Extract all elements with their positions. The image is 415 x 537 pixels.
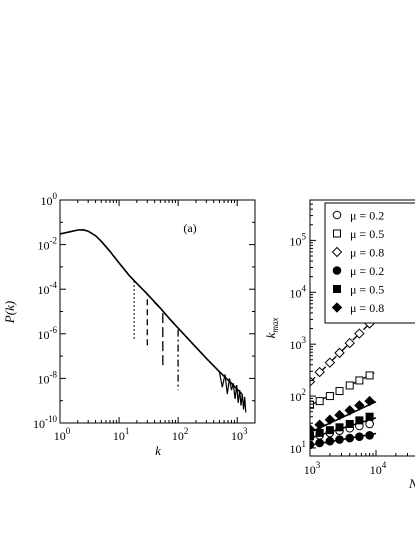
- b-legend-label: μ = 0.5: [350, 283, 384, 297]
- b-legend-label: μ = 0.8: [350, 246, 384, 260]
- a-x-tick-label: 100: [54, 426, 71, 443]
- b-legend-marker-diamond-open: [331, 246, 343, 258]
- b-point-diamond-filled: [324, 414, 336, 425]
- b-legend-label: μ = 0.2: [350, 264, 384, 278]
- b-point-diamond-filled: [344, 405, 355, 416]
- b-point-diamond-open: [354, 328, 365, 339]
- b-point-diamond-open: [344, 337, 355, 349]
- a-x-tick-label: 103: [231, 426, 248, 443]
- a-series-tail: [218, 371, 247, 413]
- b-legend-marker-diamond-filled: [331, 302, 343, 313]
- b-point-diamond-filled: [334, 409, 345, 421]
- panel-b-legend: μ = 0.2 μ = 0.5 μ = 0.8 μ = 0.2 μ = 0.5 μ = 0…: [324, 202, 415, 324]
- b-y-tick-label: 104: [290, 283, 307, 300]
- b-legend-marker-square-open: [333, 229, 341, 238]
- b-point-square-filled: [355, 416, 364, 425]
- a-x-tick-label: 102: [172, 426, 189, 443]
- a-series-line-long-dashed: [154, 302, 164, 368]
- b-point-diamond-filled: [314, 419, 325, 430]
- b-point-square-open: [310, 400, 314, 409]
- b-legend-box: [324, 202, 415, 324]
- a-y-tick-label: 100: [41, 191, 58, 208]
- b-point-circle-filled: [335, 435, 344, 444]
- b-point-circle-open: [365, 419, 374, 429]
- b-point-square-open: [325, 392, 334, 401]
- b-point-square-filled: [335, 423, 344, 432]
- b-y-tick-label: 102: [290, 387, 307, 404]
- b-point-circle-filled: [345, 433, 355, 443]
- b-point-circle-filled: [365, 431, 374, 440]
- b-legend-marker-circle-open: [332, 210, 342, 220]
- a-y-tick-label: 10-8: [38, 369, 58, 386]
- b-y-tick-label: 101: [290, 439, 307, 456]
- b-point-square-filled: [345, 419, 354, 428]
- b-y-tick-label: 105: [290, 231, 307, 248]
- b-point-diamond-open: [324, 357, 336, 368]
- b-y-tick-label: 103: [290, 335, 307, 352]
- panel-a-xlabel: k: [155, 443, 161, 458]
- b-point-diamond-open: [334, 347, 345, 359]
- panel-b-ylabel: kmax: [263, 318, 280, 339]
- panel-b-xlabel: N: [408, 476, 415, 491]
- b-point-circle-filled: [355, 432, 364, 441]
- b-legend-label: μ = 0.8: [350, 301, 384, 315]
- b-point-square-open: [335, 387, 344, 396]
- b-point-square-open: [355, 376, 364, 385]
- b-point-circle-filled: [325, 436, 335, 446]
- b-point-circle-filled: [315, 438, 324, 448]
- b-legend-label: μ = 0.2: [350, 209, 384, 223]
- b-x-tick-label: 104: [370, 460, 387, 477]
- a-x-tick-label: 101: [113, 426, 130, 443]
- a-series-line-dotted: [118, 262, 135, 339]
- a-series-line-dashed: [136, 283, 148, 350]
- b-point-square-open: [315, 397, 324, 406]
- b-point-square-filled: [315, 428, 324, 437]
- a-y-tick-label: 10-10: [33, 414, 57, 431]
- b-point-square-filled: [325, 426, 334, 435]
- b-legend-marker-square-filled: [333, 285, 341, 293]
- b-x-tick-label: 103: [304, 460, 321, 477]
- b-point-diamond-filled: [310, 423, 316, 435]
- b-point-square-open: [365, 371, 374, 380]
- panel-b-frame: [309, 199, 415, 457]
- b-point-diamond-open: [314, 366, 325, 378]
- a-series-line-solid: [60, 228, 243, 395]
- a-y-tick-label: 10-6: [38, 325, 58, 342]
- panel-a: 100 101 102 103 100 10-2 10-4 10-6 10-8 10-10 (a)…: [2, 191, 256, 458]
- panel-a-frame: [59, 199, 256, 424]
- a-y-tick-label: 10-2: [38, 236, 58, 253]
- b-legend-label: μ = 0.5: [350, 227, 384, 241]
- b-point-square-filled: [365, 412, 374, 421]
- b-legend-marker-circle-filled: [332, 266, 342, 275]
- a-series-line-dash-dot: [168, 317, 179, 391]
- b-point-diamond-filled: [364, 395, 375, 407]
- panel-a-label: (a): [183, 221, 196, 235]
- panel-a-ylabel: P(k): [2, 301, 17, 324]
- a-y-tick-label: 10-4: [38, 280, 58, 297]
- b-point-square-open: [345, 381, 354, 390]
- b-point-diamond-filled: [354, 400, 365, 411]
- b-point-square-filled: [310, 432, 314, 441]
